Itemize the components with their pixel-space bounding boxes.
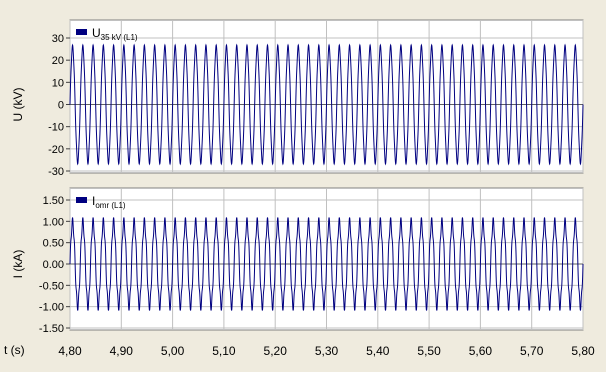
y-tick-label: 10 <box>52 77 64 89</box>
y-tick-label: 20 <box>52 55 64 67</box>
panel-2: 1.501.000.500.00-0.50-1.00-1.50I (kA)Iom… <box>11 187 584 335</box>
x-tick-label: 5,00 <box>161 344 185 358</box>
y-tick-label: -0.50 <box>39 280 64 292</box>
y-tick-label: 1.00 <box>43 216 64 228</box>
y-tick-label: 1.50 <box>43 195 64 207</box>
x-tick-labels: 4,80 4,90 5,00 5,10 5,20 5,30 5,40 5,50 5,60 5,70… <box>58 344 595 358</box>
y-tick-label: -30 <box>48 166 64 178</box>
x-tick-label: 4,90 <box>110 344 134 358</box>
y-tick-label: -1.00 <box>39 302 64 314</box>
y-tick-label: 0 <box>58 100 64 112</box>
x-tick-label: 5,60 <box>469 344 493 358</box>
legend-swatch <box>76 29 87 35</box>
y-tick-label: 30 <box>52 33 64 45</box>
y-axis-label: I (kA) <box>11 250 25 279</box>
x-tick-label: 5,70 <box>520 344 544 358</box>
y-tick-label: -1.50 <box>39 323 64 335</box>
x-tick-label: 5,20 <box>264 344 288 358</box>
y-tick-label: -10 <box>48 122 64 134</box>
x-tick-label: 5,30 <box>315 344 339 358</box>
x-axis-label: t (s) <box>4 343 25 357</box>
x-tick-label: 5,40 <box>366 344 390 358</box>
y-axis-label: U (kV) <box>11 88 25 122</box>
waveform-series <box>69 217 584 311</box>
x-tick-label: 5,50 <box>417 344 441 358</box>
x-tick-label: 5,10 <box>212 344 236 358</box>
x-tick-label: 5,80 <box>571 344 595 358</box>
y-tick-label: -20 <box>48 144 64 156</box>
x-axis: t (s) 4,80 4,90 5,00 5,10 5,20 5,30 5,40 5,50 5,… <box>4 343 595 358</box>
y-tick-label: 0.00 <box>43 259 64 271</box>
y-tick-label: 0.50 <box>43 238 64 250</box>
legend-swatch <box>76 197 87 203</box>
x-tick-label: 4,80 <box>58 344 82 358</box>
waveform-series <box>69 43 584 166</box>
